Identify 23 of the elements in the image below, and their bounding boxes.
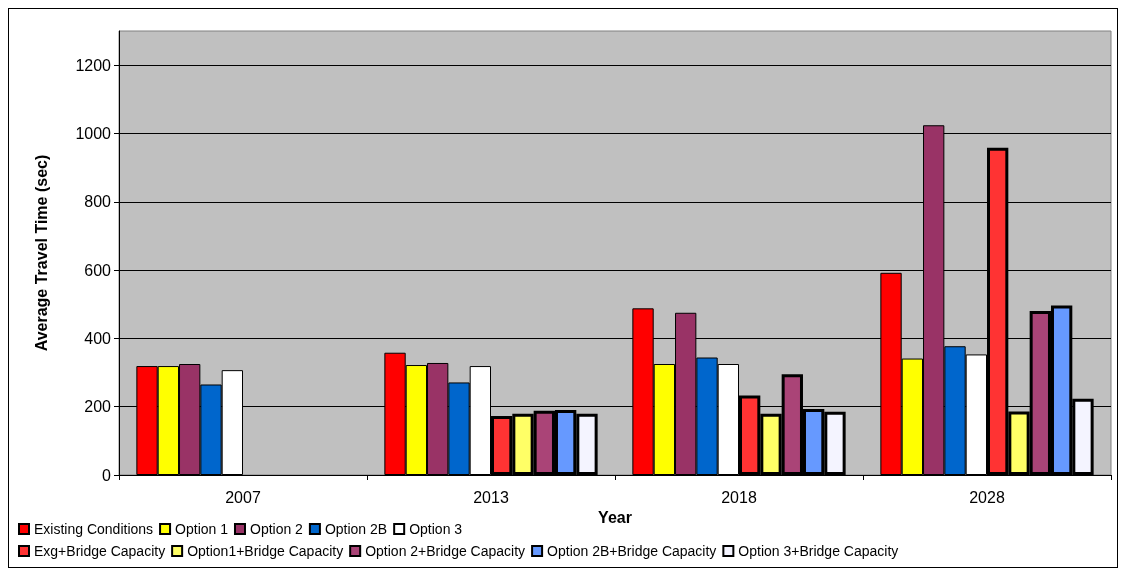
- legend-label: Option 2: [249, 521, 304, 537]
- x-tick-label: 2007: [225, 488, 261, 506]
- legend-label: Option 2B: [324, 521, 388, 537]
- legend-label: Existing Conditions: [34, 521, 154, 537]
- x-tick-label: 2028: [969, 488, 1005, 506]
- legend-label: Option1+Bridge Capacity: [187, 543, 344, 559]
- y-tick-label: 400: [84, 329, 112, 347]
- y-axis-title: Average Travel Time (sec): [32, 154, 50, 352]
- legend-label: Option 1: [175, 521, 229, 537]
- x-tick-label: 2018: [721, 488, 757, 506]
- y-tick-label: 600: [84, 261, 112, 279]
- y-tick-label: 800: [84, 193, 112, 211]
- legend-label: Option 3+Bridge Capacity: [738, 543, 899, 559]
- legend-label: Option 2B+Bridge Capacity: [547, 543, 717, 559]
- x-axis-title: Year: [598, 509, 632, 527]
- legend-label: Option 2+Bridge Capacity: [365, 543, 526, 559]
- y-tick-label: 0: [102, 466, 112, 484]
- x-tick-label: 2013: [473, 488, 509, 506]
- y-tick-label: 1200: [75, 56, 112, 74]
- legend-label: Exg+Bridge Capacity: [34, 543, 166, 559]
- y-tick-label: 1000: [75, 124, 112, 142]
- legend-label: Option 3: [409, 521, 463, 537]
- y-tick-label: 200: [84, 398, 112, 416]
